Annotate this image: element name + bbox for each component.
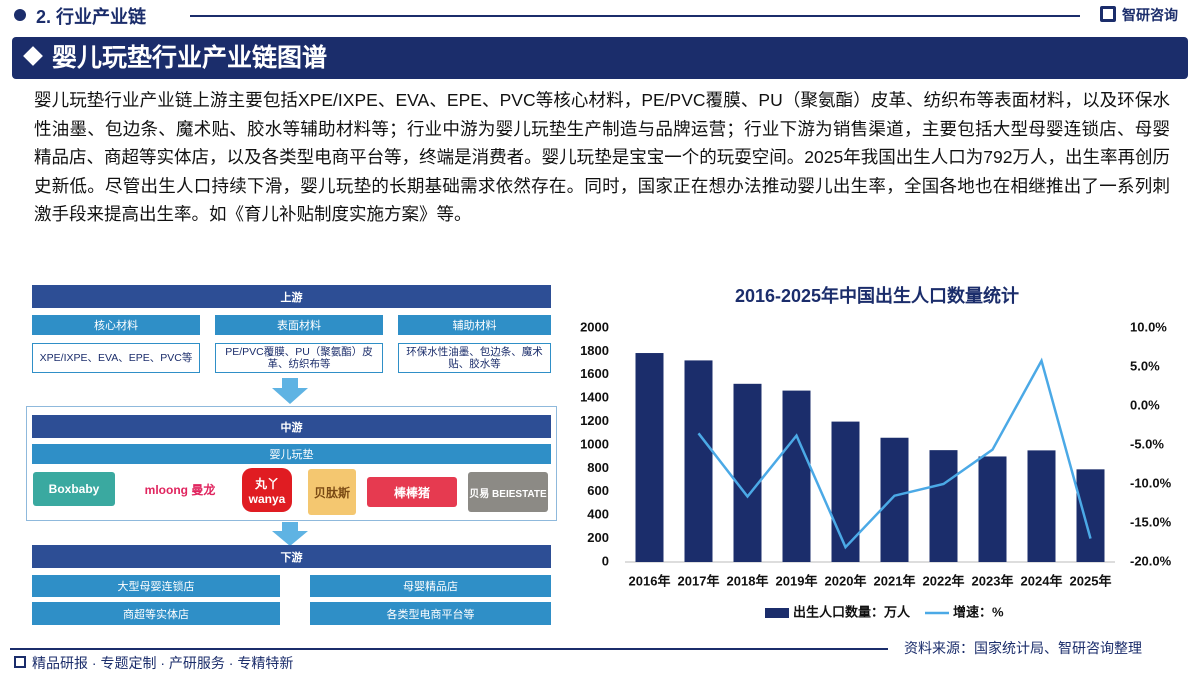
group-items: PE/PVC覆膜、PU（聚氨酯）皮革、纺织布等 <box>215 343 383 373</box>
bullet <box>14 9 26 21</box>
page-title: 婴儿玩垫行业产业链图谱 <box>52 44 328 72</box>
brand-logo: 贝易 BEIESTATE <box>468 472 548 512</box>
bar <box>1027 450 1056 562</box>
x-tick-label: 2020年 <box>825 573 867 588</box>
logo-text: 智研咨询 <box>1122 7 1178 23</box>
logo-icon <box>1100 6 1116 22</box>
bar <box>929 450 958 562</box>
x-tick-label: 2024年 <box>1021 573 1063 588</box>
x-tick-label: 2019年 <box>776 573 818 588</box>
brand-logo: Boxbaby <box>33 472 115 506</box>
y2-tick-label: -15.0% <box>1130 514 1172 529</box>
channel: 商超等实体店 <box>32 602 280 625</box>
slogan: 精品研报 · 专题定制 · 产研服务 · 专精特新 <box>32 655 294 671</box>
line <box>697 357 1092 550</box>
y-tick-label: 2000 <box>580 319 609 334</box>
stage-header: 中游 <box>32 415 551 438</box>
y2-tick-label: 5.0% <box>1130 358 1160 373</box>
y2-tick-label: -10.0% <box>1130 475 1172 490</box>
x-tick-label: 2017年 <box>678 573 720 588</box>
midstream-frame <box>26 406 557 521</box>
brand-logo: 丸丫 wanya <box>242 468 292 512</box>
bar <box>684 360 713 562</box>
y-tick-label: 0 <box>602 553 609 568</box>
x-tick-label: 2022年 <box>923 573 965 588</box>
product: 婴儿玩垫 <box>32 444 551 464</box>
y2-tick-label: 0.0% <box>1130 397 1160 412</box>
bar <box>880 437 909 562</box>
y-tick-label: 400 <box>587 507 609 522</box>
group-name: 核心材料 <box>32 315 200 335</box>
chart: 2016-2025年中国出生人口数量统计 0 200 400 600 800 1000 12… <box>580 285 1172 620</box>
intro-paragraph: 婴儿玩垫行业产业链上游主要包括XPE/IXPE、EVA、EPE、PVC等核心材料… <box>34 90 1170 225</box>
legend-label: 增速：% <box>953 604 1004 619</box>
chart-title: 2016-2025年中国出生人口数量统计 <box>735 285 1019 306</box>
x-tick-label: 2025年 <box>1070 573 1112 588</box>
bar <box>831 421 860 562</box>
legend-label: 出生人口数量：万人 <box>793 604 911 619</box>
y-tick-label: 1000 <box>580 436 609 451</box>
y-tick-label: 1200 <box>580 413 609 428</box>
y-tick-label: 1600 <box>580 366 609 381</box>
arrow <box>272 378 308 404</box>
footer-icon <box>14 656 26 668</box>
group-name: 表面材料 <box>215 315 383 335</box>
x-tick-label: 2021年 <box>874 573 916 588</box>
y-tick-label: 1800 <box>580 343 609 358</box>
y2-tick-label: -20.0% <box>1130 553 1172 568</box>
stage-header: 下游 <box>32 545 551 568</box>
title-bar <box>12 37 1188 79</box>
group-items: XPE/IXPE、EVA、EPE、PVC等 <box>32 343 200 373</box>
y2-tick-label: -5.0% <box>1130 436 1164 451</box>
group-name: 辅助材料 <box>398 315 551 335</box>
channel: 各类型电商平台等 <box>310 602 551 625</box>
x-tick-label: 2023年 <box>972 573 1014 588</box>
section-title: 2. 行业产业链 <box>36 7 147 27</box>
channel: 母婴精品店 <box>310 575 551 597</box>
brand-logo: 贝肽斯 <box>308 469 356 515</box>
group-items: 环保水性油墨、包边条、魔术贴、胶水等 <box>398 343 551 373</box>
header-rule <box>190 15 1080 17</box>
y2-tick-label: 10.0% <box>1130 319 1167 334</box>
y-tick-label: 1400 <box>580 390 609 405</box>
y-tick-label: 800 <box>587 460 609 475</box>
bar <box>635 353 664 562</box>
bar <box>782 390 811 562</box>
brand-logo: mloong 曼龙 <box>144 482 216 497</box>
arrow <box>272 522 308 546</box>
y-tick-label: 600 <box>587 483 609 498</box>
x-tick-label: 2016年 <box>629 573 671 588</box>
source: 资料来源：国家统计局、智研咨询整理 <box>904 640 1142 656</box>
bar <box>733 383 762 562</box>
footer-rule <box>10 648 888 650</box>
bar <box>1076 469 1105 562</box>
y-tick-label: 200 <box>587 530 609 545</box>
bar <box>978 456 1007 562</box>
legend-swatch <box>765 608 789 618</box>
brand-logo: 棒棒猪 <box>367 477 457 507</box>
channel: 大型母婴连锁店 <box>32 575 280 597</box>
x-tick-label: 2018年 <box>727 573 769 588</box>
stage-header: 上游 <box>32 285 551 308</box>
